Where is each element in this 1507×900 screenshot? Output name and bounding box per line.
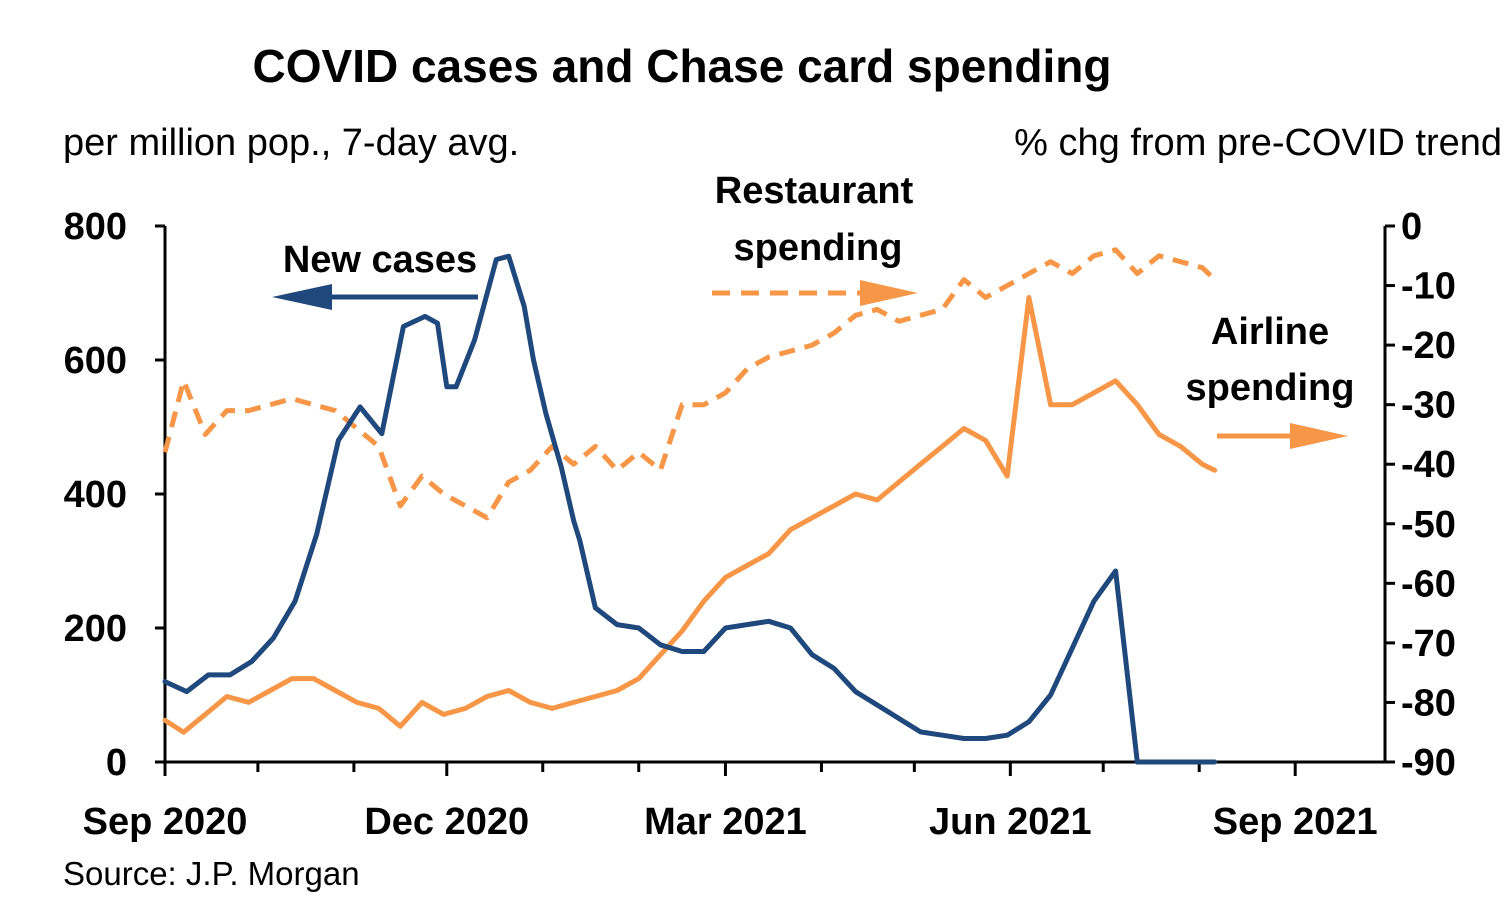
left-tick-label: 400 — [64, 474, 127, 516]
airline-arrow — [1217, 423, 1348, 449]
chart-title: COVID cases and Chase card spending — [253, 40, 1112, 92]
x-tick-label: Mar 2021 — [644, 801, 807, 843]
right-tick-label: 0 — [1401, 206, 1422, 248]
ticks: 0 200 400 600 800 0 -10 -20 -30 -40 -50 -60 -70 -80 -9… — [64, 206, 1456, 843]
right-tick-label: -90 — [1401, 742, 1456, 784]
airline-annotation-line2: spending — [1186, 367, 1355, 409]
right-tick-label: -40 — [1401, 444, 1456, 486]
source-note: Source: J.P. Morgan — [63, 855, 360, 892]
left-tick-label: 800 — [64, 206, 127, 248]
left-axis-label: per million pop., 7-day avg. — [63, 122, 519, 164]
series-layer — [162, 247, 1218, 765]
right-tick-label: -50 — [1401, 504, 1456, 546]
left-tick-label: 600 — [64, 340, 127, 382]
right-tick-label: -10 — [1401, 266, 1456, 308]
axes — [163, 226, 1387, 764]
x-tick-label: Sep 2021 — [1213, 801, 1378, 843]
right-tick-label: -20 — [1401, 325, 1456, 367]
left-tick-label: 0 — [106, 742, 127, 784]
cases-arrow — [272, 284, 478, 310]
x-tick-label: Sep 2020 — [83, 801, 248, 843]
right-tick-label: -70 — [1401, 623, 1456, 665]
airline-spending-line — [162, 295, 1218, 735]
cases-annotation: New cases — [283, 239, 477, 281]
new-cases-line — [162, 253, 1218, 765]
x-tick-label: Dec 2020 — [364, 801, 529, 843]
left-tick-label: 200 — [64, 608, 127, 650]
restaurant-spending-line — [162, 247, 1217, 521]
right-tick-label: -80 — [1401, 682, 1456, 724]
airline-annotation-line1: Airline — [1211, 311, 1329, 353]
right-axis-label: % chg from pre-COVID trend — [1014, 122, 1502, 164]
restaurant-arrow — [712, 280, 918, 306]
right-tick-label: -60 — [1401, 563, 1456, 605]
restaurant-annotation-line2: spending — [734, 227, 903, 269]
restaurant-annotation-line1: Restaurant — [715, 170, 914, 212]
right-tick-label: -30 — [1401, 385, 1456, 427]
x-tick-label: Jun 2021 — [929, 801, 1092, 843]
